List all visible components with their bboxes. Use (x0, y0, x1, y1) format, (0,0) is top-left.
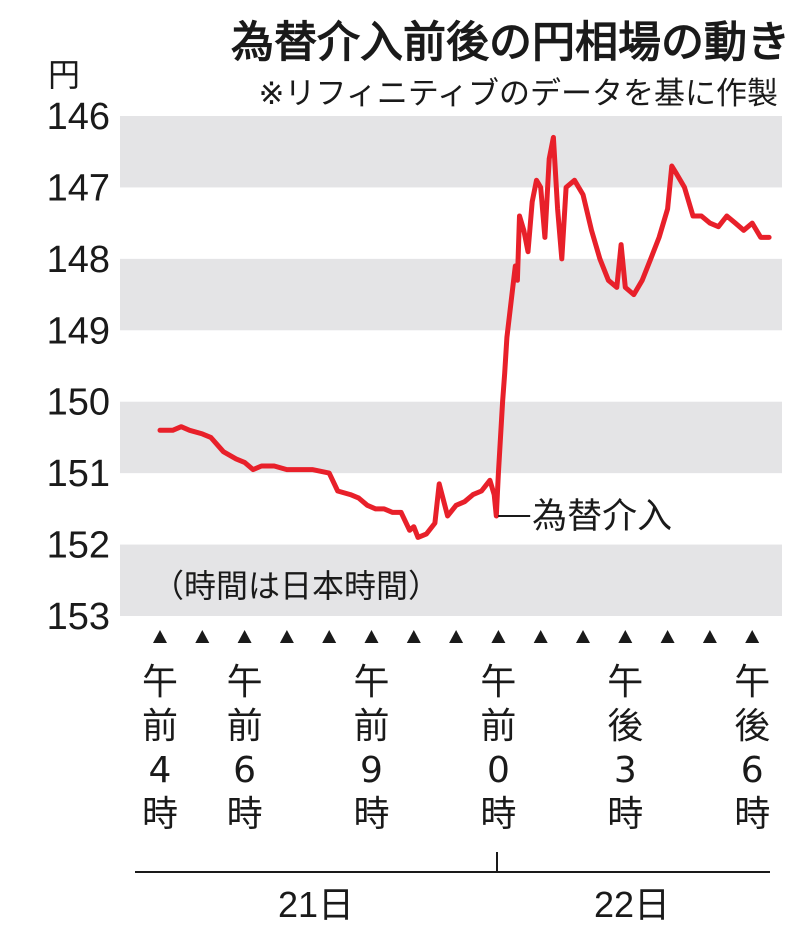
day-label-21: 21日 (278, 884, 354, 925)
time-note: （時間は日本時間） (152, 567, 440, 605)
x-tick-char: 前 (480, 706, 516, 747)
grid-band (120, 116, 782, 188)
x-tick-char: 午 (353, 662, 389, 703)
annotation-label: 為替介入 (532, 497, 672, 537)
y-tick-label: 148 (47, 239, 110, 281)
x-marker (745, 630, 760, 643)
y-tick-label: 151 (47, 453, 110, 495)
x-tick-char: 後 (607, 706, 643, 747)
x-marker (491, 630, 506, 643)
x-marker (153, 630, 167, 643)
series-line (157, 134, 772, 540)
x-tick-char: 午 (734, 662, 770, 703)
x-tick-char: 時 (353, 794, 389, 835)
x-marker (237, 630, 252, 643)
x-tick-char: 午 (227, 662, 263, 703)
x-tick-char: 6 (233, 750, 256, 791)
x-tick-char: 前 (227, 706, 263, 747)
chart-title: 為替介入前後の円相場の動き (231, 18, 790, 68)
y-tick-label: 152 (47, 525, 110, 567)
x-tick-char: 前 (353, 706, 389, 747)
grid-band (120, 258, 782, 331)
x-marker (279, 630, 294, 643)
x-marker (406, 630, 421, 643)
y-tick-label: 150 (47, 382, 110, 424)
x-marker (449, 630, 464, 643)
x-tick-char: 時 (480, 794, 516, 835)
x-marker (364, 630, 379, 643)
x-marker (576, 630, 590, 643)
x-marker (702, 630, 717, 643)
x-marker (322, 630, 337, 643)
y-tick-label: 147 (47, 167, 110, 209)
y-tick-label: 149 (47, 310, 110, 352)
y-axis-unit: 円 (48, 56, 80, 94)
x-tick-char: 前 (142, 706, 178, 747)
x-marker (195, 630, 210, 643)
chart-subtitle: ※リフィニティブのデータを基に作製 (259, 76, 779, 112)
x-tick-char: 時 (142, 794, 178, 835)
x-tick-char: 午 (480, 662, 516, 703)
x-markers (153, 630, 760, 643)
x-tick-char: 後 (734, 706, 770, 747)
x-marker (533, 630, 548, 643)
x-tick-char: 午 (142, 662, 178, 703)
x-tick-char: 時 (227, 794, 263, 835)
x-tick-char: 9 (360, 750, 383, 791)
x-tick-char: 午 (607, 662, 643, 703)
x-tick-char: 0 (487, 750, 510, 791)
grid-band (120, 544, 782, 616)
x-marker (660, 630, 675, 643)
y-tick-label: 153 (47, 596, 110, 638)
x-marker (618, 630, 633, 643)
y-tick-labels: 146 147 148 149 150 151 152 153 (47, 96, 110, 638)
grid-bands (120, 116, 782, 616)
x-tick-char: 3 (614, 750, 637, 791)
y-tick-label: 146 (47, 96, 110, 138)
day-label-22: 22日 (594, 884, 670, 925)
x-tick-char: 4 (149, 750, 172, 791)
x-tick-char: 6 (741, 750, 764, 791)
x-tick-char: 時 (607, 794, 643, 835)
grid-band (120, 401, 782, 474)
x-tick-char: 時 (734, 794, 770, 835)
